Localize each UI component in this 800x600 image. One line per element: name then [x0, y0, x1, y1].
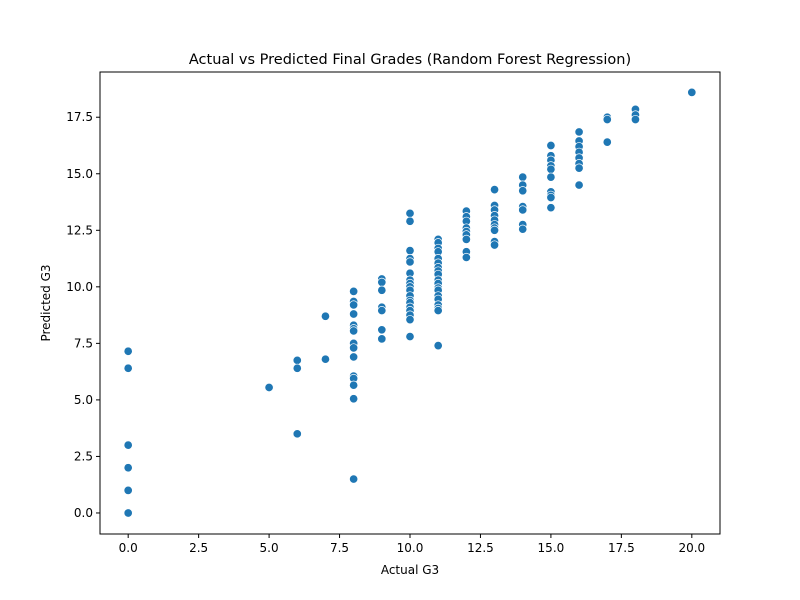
data-point	[518, 224, 528, 234]
data-point	[123, 508, 133, 518]
data-point	[377, 334, 387, 344]
data-point	[546, 172, 556, 182]
data-point	[349, 474, 359, 484]
x-tick-label: 12.5	[467, 541, 494, 555]
data-point	[405, 208, 415, 218]
data-point	[546, 164, 556, 174]
data-point	[461, 234, 471, 244]
data-point	[546, 140, 556, 151]
y-tick-label: 12.5	[66, 223, 93, 237]
data-point	[687, 87, 697, 97]
points-layer	[123, 87, 697, 518]
x-tick-label: 0.0	[119, 541, 138, 555]
y-axis: 0.0 2.5 5.0 7.5 10.0 12.5 15.0 17.5	[66, 110, 100, 520]
data-point	[320, 354, 331, 364]
y-axis-title: Predicted G3	[39, 264, 53, 341]
data-point	[433, 306, 443, 316]
x-tick-label: 10.0	[397, 541, 424, 555]
x-tick-label: 5.0	[260, 541, 279, 555]
data-point	[349, 286, 359, 296]
data-point	[630, 114, 641, 125]
data-point	[461, 252, 471, 262]
x-tick-label: 20.0	[678, 541, 705, 555]
data-point	[123, 346, 133, 356]
data-point	[518, 205, 528, 215]
y-tick-label: 2.5	[74, 449, 93, 463]
data-point	[123, 463, 133, 473]
data-point	[349, 326, 359, 336]
data-point	[405, 332, 415, 342]
x-axis: 0.0 2.5 5.0 7.5 10.0 12.5 15.0 17.5 20.0	[119, 534, 705, 555]
y-tick-label: 17.5	[66, 110, 93, 124]
data-point	[264, 382, 274, 393]
data-point	[518, 186, 528, 196]
data-point	[574, 180, 584, 190]
data-point	[518, 172, 528, 182]
data-point	[574, 127, 584, 137]
chart-title: Actual vs Predicted Final Grades (Random…	[189, 52, 631, 68]
x-tick-label: 15.0	[538, 541, 565, 555]
data-point	[377, 325, 387, 335]
x-axis-title: Actual G3	[381, 563, 439, 577]
x-tick-label: 2.5	[189, 541, 208, 555]
data-point	[546, 192, 556, 203]
data-point	[546, 203, 556, 213]
data-point	[292, 429, 302, 439]
data-point	[292, 363, 302, 373]
data-point	[405, 315, 415, 325]
data-point	[489, 225, 500, 235]
data-point	[602, 114, 612, 125]
data-point	[349, 352, 359, 362]
data-point	[574, 163, 584, 173]
data-point	[123, 363, 133, 373]
data-point	[349, 380, 359, 390]
y-tick-label: 5.0	[74, 393, 93, 407]
y-tick-label: 7.5	[74, 336, 93, 350]
data-point	[123, 440, 133, 450]
data-point	[405, 257, 415, 267]
data-point	[377, 306, 387, 316]
data-point	[489, 185, 500, 195]
x-tick-label: 7.5	[330, 541, 349, 555]
data-point	[349, 300, 359, 310]
data-point	[123, 485, 133, 495]
data-point	[349, 309, 359, 319]
data-point	[292, 355, 302, 365]
data-point	[489, 240, 500, 250]
data-point	[377, 285, 387, 295]
y-tick-label: 15.0	[66, 167, 93, 181]
data-point	[320, 311, 331, 321]
x-tick-label: 17.5	[608, 541, 635, 555]
data-point	[377, 277, 387, 287]
data-point	[405, 246, 415, 256]
data-point	[433, 341, 443, 351]
data-point	[602, 137, 612, 147]
data-point	[405, 216, 415, 226]
y-tick-label: 10.0	[66, 280, 93, 294]
y-tick-label: 0.0	[74, 506, 93, 520]
data-point	[349, 394, 359, 404]
data-point	[349, 343, 359, 353]
